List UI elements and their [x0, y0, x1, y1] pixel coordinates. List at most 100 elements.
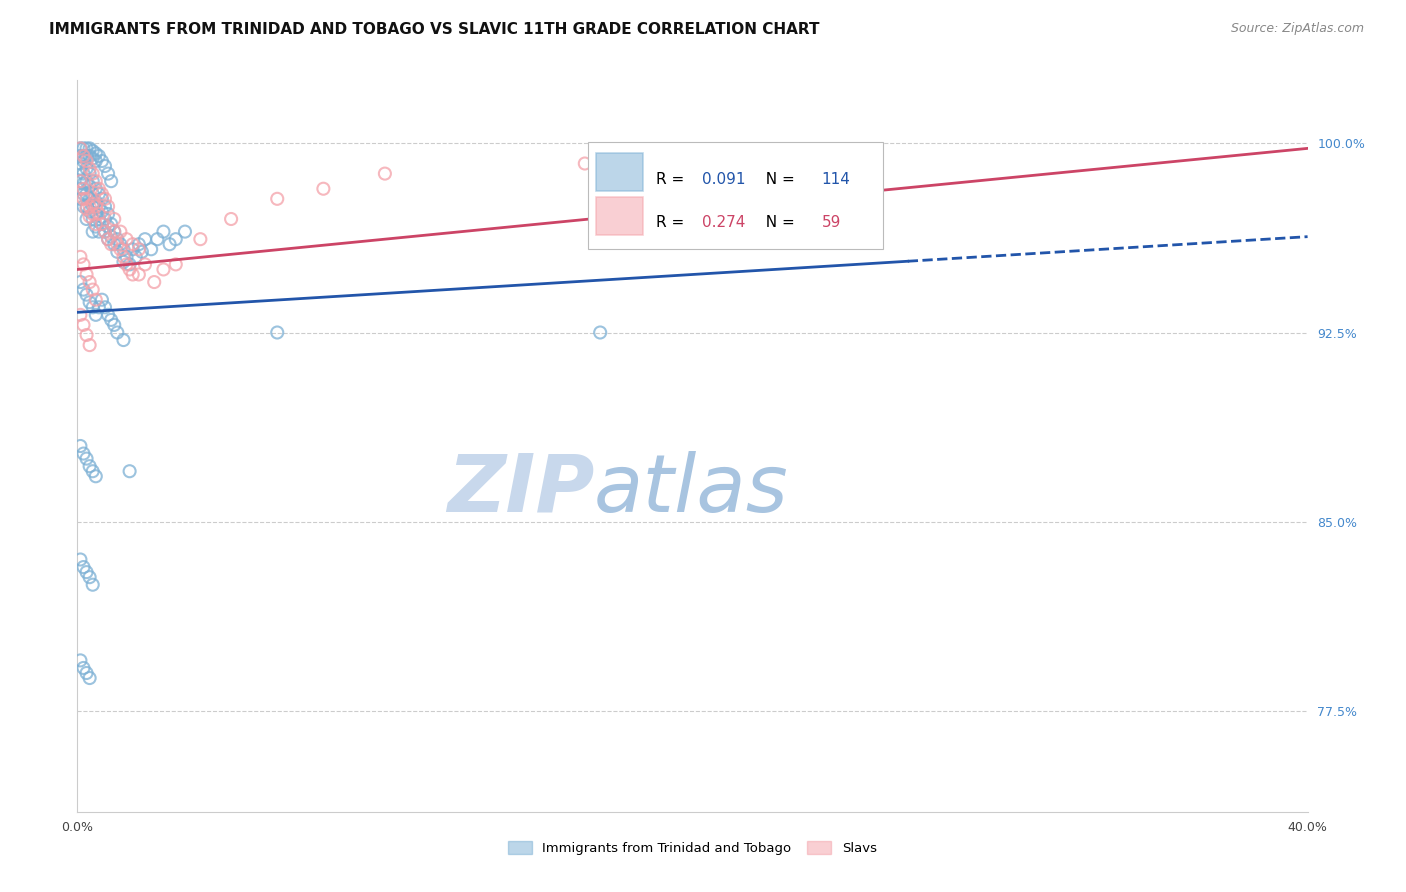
Point — [76, 565, 98, 579]
Point — [115, 232, 138, 246]
Point — [103, 318, 125, 332]
Point — [72, 283, 94, 297]
Point — [103, 225, 125, 239]
Point — [76, 149, 98, 163]
Point — [118, 464, 141, 478]
Point — [84, 217, 107, 231]
Text: 0.274: 0.274 — [703, 215, 745, 230]
Point — [100, 237, 122, 252]
Point — [87, 300, 110, 314]
Point — [69, 653, 91, 667]
Point — [112, 333, 135, 347]
Point — [69, 174, 91, 188]
Point — [94, 212, 117, 227]
Point — [84, 293, 107, 307]
Point — [105, 237, 128, 252]
Point — [82, 167, 104, 181]
Text: R =: R = — [655, 171, 689, 186]
Point — [69, 182, 91, 196]
Point — [121, 268, 143, 282]
Point — [79, 161, 101, 176]
Point — [76, 174, 98, 188]
Point — [69, 192, 91, 206]
Point — [79, 204, 101, 219]
Point — [94, 199, 117, 213]
Point — [97, 219, 120, 234]
Point — [69, 141, 91, 155]
Point — [128, 242, 150, 256]
Point — [72, 177, 94, 191]
Point — [84, 199, 107, 213]
Point — [72, 661, 94, 675]
Text: 0.091: 0.091 — [703, 171, 745, 186]
Point — [110, 237, 132, 252]
Point — [69, 275, 91, 289]
Point — [82, 144, 104, 158]
Point — [79, 570, 101, 584]
Point — [69, 308, 91, 322]
Point — [112, 255, 135, 269]
Point — [69, 156, 91, 170]
Point — [219, 212, 242, 227]
Point — [76, 186, 98, 201]
Point — [82, 207, 104, 221]
Point — [69, 149, 91, 163]
Point — [110, 225, 132, 239]
Point — [94, 300, 117, 314]
Point — [82, 283, 104, 297]
Point — [87, 182, 110, 196]
Point — [131, 244, 153, 259]
Point — [84, 194, 107, 209]
Point — [72, 149, 94, 163]
Point — [574, 156, 596, 170]
Point — [90, 217, 114, 231]
Point — [84, 469, 107, 483]
Point — [76, 199, 98, 213]
Point — [79, 199, 101, 213]
Point — [87, 199, 110, 213]
Point — [76, 202, 98, 216]
Point — [128, 237, 150, 252]
Point — [72, 149, 94, 163]
Point — [87, 149, 110, 163]
Point — [94, 159, 117, 173]
Point — [82, 197, 104, 211]
Point — [97, 232, 120, 246]
Point — [312, 182, 335, 196]
Point — [72, 182, 94, 196]
Point — [82, 464, 104, 478]
Point — [94, 225, 117, 239]
Point — [165, 232, 187, 246]
Point — [76, 665, 98, 680]
Point — [84, 308, 107, 322]
Point — [94, 225, 117, 239]
Point — [84, 146, 107, 161]
Point — [79, 179, 101, 194]
Point — [69, 439, 91, 453]
Point — [79, 459, 101, 474]
Point — [82, 578, 104, 592]
Point — [72, 167, 94, 181]
Point — [82, 225, 104, 239]
Point — [82, 212, 104, 227]
Point — [90, 204, 114, 219]
Point — [146, 232, 169, 246]
Point — [159, 237, 181, 252]
Point — [79, 210, 101, 224]
Point — [97, 167, 120, 181]
Point — [72, 199, 94, 213]
Point — [90, 153, 114, 168]
Point — [72, 192, 94, 206]
Point — [87, 207, 110, 221]
Text: atlas: atlas — [595, 450, 789, 529]
Point — [72, 446, 94, 460]
Point — [374, 167, 396, 181]
Point — [76, 161, 98, 176]
Text: Source: ZipAtlas.com: Source: ZipAtlas.com — [1230, 22, 1364, 36]
Point — [97, 232, 120, 246]
Point — [90, 217, 114, 231]
Point — [76, 212, 98, 227]
Point — [112, 242, 135, 256]
FancyBboxPatch shape — [588, 143, 883, 249]
Text: N =: N = — [756, 171, 800, 186]
